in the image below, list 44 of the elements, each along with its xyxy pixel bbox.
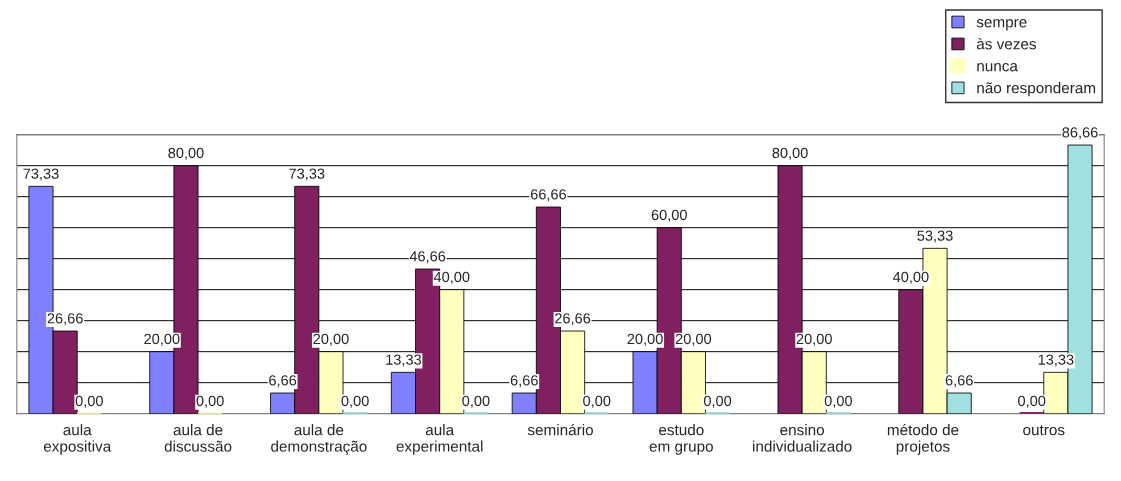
x-tick-label: aula de demonstração bbox=[271, 424, 367, 455]
x-tick-label: ensino individualizado bbox=[753, 424, 852, 452]
data-label: 86,66 bbox=[1062, 127, 1098, 140]
data-label: 26,66 bbox=[555, 313, 591, 326]
data-label: 20,00 bbox=[144, 333, 180, 346]
data-label: 60,00 bbox=[651, 209, 687, 222]
data-label: 46,66 bbox=[409, 251, 446, 264]
data-label: 13,33 bbox=[1038, 354, 1074, 367]
data-label: 0,00 bbox=[703, 395, 732, 408]
data-label: 20,00 bbox=[627, 333, 663, 346]
x-tick-label: aula expositiva bbox=[43, 424, 112, 455]
data-label: 80,00 bbox=[168, 147, 204, 160]
data-label: 26,66 bbox=[47, 313, 83, 326]
data-label: 20,00 bbox=[675, 333, 712, 346]
data-label: 40,00 bbox=[892, 271, 929, 284]
legend-label: sempre bbox=[976, 19, 1027, 31]
data-label: 0,00 bbox=[341, 395, 369, 408]
data-label: 13,33 bbox=[386, 354, 422, 367]
data-label: 53,33 bbox=[917, 230, 953, 243]
data-label: 6,66 bbox=[945, 375, 973, 388]
data-label: 0,00 bbox=[75, 395, 103, 408]
x-tick-label: método de projetos bbox=[887, 423, 959, 455]
data-label: 0,00 bbox=[824, 395, 853, 408]
legend-label: às vezes bbox=[976, 38, 1037, 50]
data-label: 40,00 bbox=[433, 271, 470, 284]
data-label: 0,00 bbox=[196, 395, 224, 408]
data-label: 6,66 bbox=[269, 375, 297, 388]
data-label: 6,66 bbox=[510, 375, 538, 388]
data-label: 0,00 bbox=[583, 395, 611, 408]
x-tick-label: seminário bbox=[527, 423, 593, 436]
legend-label: não responderam bbox=[977, 82, 1096, 97]
data-label: 0,00 bbox=[1018, 395, 1046, 408]
legend-label: nunca bbox=[977, 63, 1018, 72]
x-tick-label: aula de discussão bbox=[164, 424, 232, 452]
data-label: 66,66 bbox=[530, 189, 567, 202]
data-label: 0,00 bbox=[462, 395, 490, 408]
x-tick-label: aula experimental bbox=[396, 424, 483, 455]
data-label: 20,00 bbox=[796, 333, 832, 346]
data-label: 73,33 bbox=[289, 168, 325, 181]
x-tick-label: estudo em grupo bbox=[649, 424, 713, 455]
x-tick-label: outros bbox=[1023, 425, 1065, 436]
data-label: 20,00 bbox=[313, 333, 349, 346]
data-label: 80,00 bbox=[772, 147, 808, 160]
data-label: 73,33 bbox=[23, 168, 59, 181]
